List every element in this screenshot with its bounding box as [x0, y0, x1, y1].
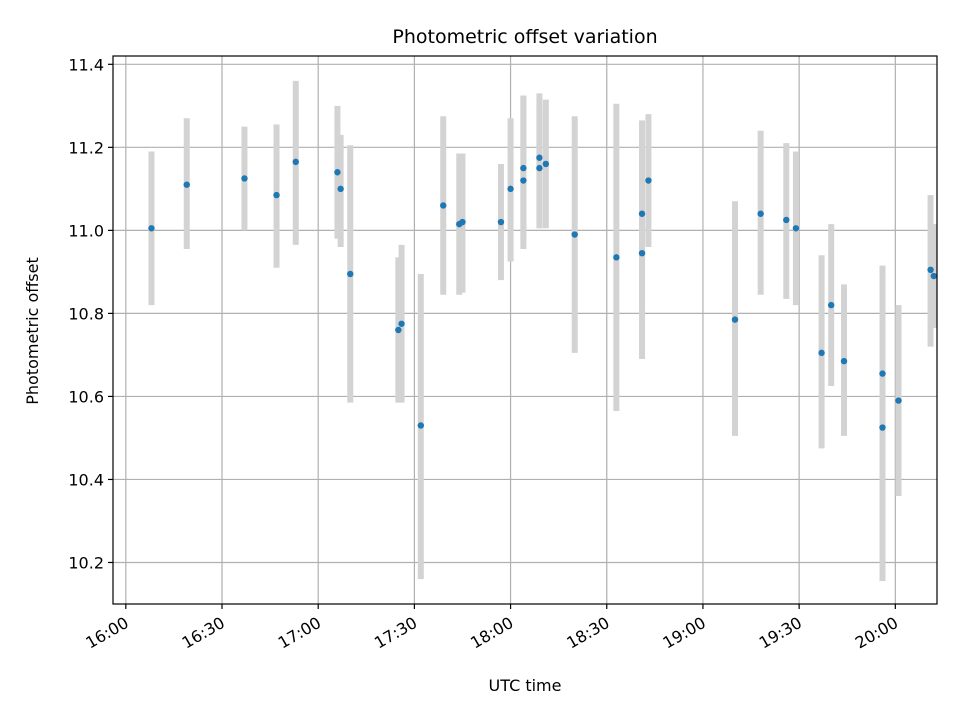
data-point	[930, 272, 937, 280]
error-bars	[148, 80, 937, 582]
data-point	[497, 218, 505, 226]
data-point	[334, 169, 341, 176]
data-points	[148, 154, 937, 431]
data-point	[536, 154, 543, 161]
data-point	[818, 349, 825, 357]
data-point	[292, 158, 299, 166]
data-point	[571, 231, 578, 238]
data-point	[927, 266, 934, 274]
x-tick-label: 17:00	[275, 613, 324, 653]
data-point	[148, 225, 155, 232]
data-point	[840, 357, 848, 365]
data-point	[337, 185, 344, 193]
x-tick-label: 18:30	[563, 613, 612, 653]
data-point	[827, 301, 835, 309]
y-tick-label: 11.2	[68, 138, 104, 157]
data-point	[440, 202, 447, 209]
data-point	[536, 164, 543, 172]
y-tick-label: 10.8	[68, 304, 104, 323]
data-point	[347, 270, 354, 278]
y-axis-ticks: 10.2 10.4 10.6 10.8 11.0 11.2 11.4	[68, 55, 113, 572]
x-tick-label: 17:30	[371, 613, 420, 653]
data-point	[417, 422, 424, 429]
data-point	[792, 225, 800, 232]
data-point	[520, 177, 527, 184]
data-point	[520, 164, 527, 172]
y-axis-label: Photometric offset	[23, 257, 42, 405]
data-point	[613, 254, 620, 261]
y-tick-label: 10.4	[68, 470, 104, 489]
x-tick-label: 19:30	[756, 613, 805, 653]
x-axis-ticks: 16:00 16:30 17:00 17:30 18:00 18:30 19:00 19:30…	[82, 604, 901, 653]
y-tick-label: 10.6	[68, 387, 104, 406]
x-tick-label: 16:30	[179, 613, 228, 653]
data-point	[273, 191, 280, 199]
y-tick-label: 11.0	[68, 221, 104, 240]
data-point	[879, 370, 886, 377]
data-point	[879, 424, 886, 431]
y-tick-label: 11.4	[68, 55, 104, 74]
data-point	[507, 185, 514, 193]
data-point	[757, 210, 764, 217]
plot-frame	[112, 55, 938, 605]
x-axis-label: UTC time	[489, 676, 562, 695]
x-tick-label: 18:00	[467, 613, 516, 653]
data-point	[241, 175, 248, 182]
data-point	[783, 216, 790, 224]
x-tick-label: 19:00	[660, 613, 709, 653]
data-point	[731, 316, 739, 323]
x-tick-label: 20:00	[852, 613, 901, 653]
y-tick-label: 10.2	[68, 553, 104, 572]
data-point	[395, 326, 402, 334]
data-point	[183, 181, 190, 188]
data-point	[542, 160, 550, 168]
data-point	[638, 249, 646, 257]
chart-title: Photometric offset variation	[392, 26, 657, 48]
x-tick-label: 16:00	[82, 613, 131, 653]
data-point	[398, 320, 405, 327]
data-point	[645, 177, 652, 184]
data-point	[459, 218, 466, 226]
data-point	[638, 210, 646, 217]
data-point	[895, 397, 902, 404]
